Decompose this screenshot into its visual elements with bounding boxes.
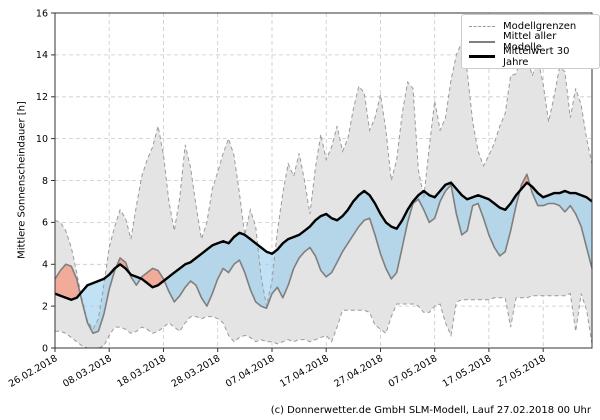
y-tick-label: 6 (42, 218, 48, 229)
y-tick-label: 16 (36, 8, 48, 19)
x-tick-label: 17.05.2018 (441, 353, 494, 390)
x-tick-label: 17.04.2018 (278, 353, 331, 390)
y-tick-label: 2 (42, 301, 48, 312)
legend-label: Mittel aller Modelle (503, 30, 557, 53)
model-mean-line (54, 173, 593, 335)
y-axis-label: Mittlere Sonnenscheindauer [h] (16, 101, 28, 259)
x-tick-label: 27.04.2018 (332, 353, 385, 390)
x-tick-label: 07.05.2018 (387, 353, 440, 390)
thick-line-icon (469, 55, 495, 58)
x-tick-label: 26.02.2018 (7, 353, 60, 390)
copyright-credit: (c) Donnerwetter.de GmbH SLM-Modell, Lau… (270, 405, 591, 416)
x-tick-label: 18.03.2018 (115, 353, 168, 390)
y-axis: 0 2 4 6 8 10 12 14 16 (36, 8, 55, 354)
legend-item-model-mean: Mittel aller Modelle (469, 31, 591, 53)
x-axis: 26.02.2018 08.03.2018 18.03.2018 28.03.2018… (7, 348, 548, 390)
legend-item-30y-mean: Mittelwert 30 Jahre (469, 46, 591, 68)
legend-label: Modellgrenzen (503, 21, 577, 32)
x-tick-label: 28.03.2018 (170, 353, 223, 390)
y-tick-label: 0 (42, 343, 48, 354)
model-bounds-area (55, 42, 592, 349)
y-tick-label: 10 (36, 134, 48, 145)
y-tick-label: 8 (42, 176, 48, 187)
model-bounds-lower-line (55, 292, 593, 349)
mean-30-years-line (54, 181, 593, 301)
x-tick-label: 08.03.2018 (61, 353, 114, 390)
y-tick-label: 14 (36, 50, 48, 61)
x-tick-label: 27.05.2018 (495, 353, 548, 390)
chart-legend: Modellgrenzen Mittel aller Modelle Mitte… (461, 14, 600, 69)
x-tick-label: 07.04.2018 (224, 353, 277, 390)
solid-line-icon (469, 40, 495, 43)
y-tick-label: 12 (36, 92, 48, 103)
dashed-line-icon (469, 26, 495, 27)
below-normal-fill (80, 182, 592, 334)
legend-item-model-bounds: Modellgrenzen (469, 19, 591, 34)
y-tick-label: 4 (42, 260, 48, 271)
model-bounds-upper-line (54, 40, 593, 331)
legend-label: Mittelwert 30 Jahre (503, 45, 570, 68)
